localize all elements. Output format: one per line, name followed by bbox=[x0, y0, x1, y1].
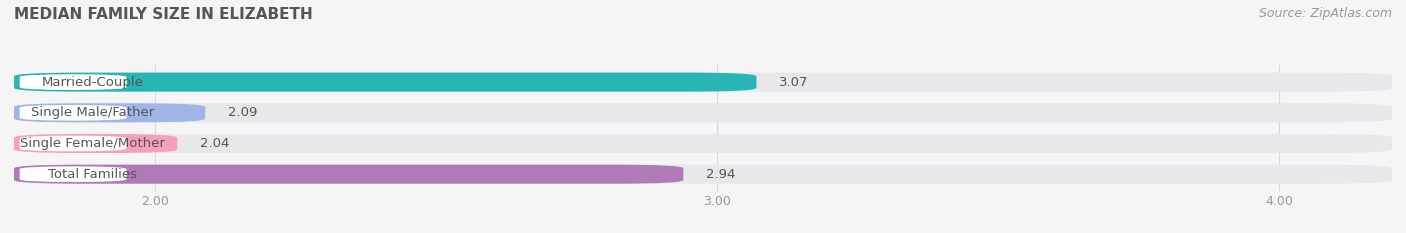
Text: 2.94: 2.94 bbox=[706, 168, 735, 181]
FancyBboxPatch shape bbox=[20, 166, 127, 182]
Text: 2.09: 2.09 bbox=[228, 106, 257, 119]
FancyBboxPatch shape bbox=[14, 103, 205, 122]
FancyBboxPatch shape bbox=[14, 73, 1392, 92]
FancyBboxPatch shape bbox=[14, 134, 1392, 153]
Text: MEDIAN FAMILY SIZE IN ELIZABETH: MEDIAN FAMILY SIZE IN ELIZABETH bbox=[14, 7, 312, 22]
FancyBboxPatch shape bbox=[20, 74, 127, 90]
FancyBboxPatch shape bbox=[20, 105, 127, 121]
FancyBboxPatch shape bbox=[14, 134, 177, 153]
FancyBboxPatch shape bbox=[14, 165, 683, 184]
FancyBboxPatch shape bbox=[14, 73, 756, 92]
Text: Single Male/Father: Single Male/Father bbox=[31, 106, 155, 119]
FancyBboxPatch shape bbox=[14, 165, 1392, 184]
Text: Married-Couple: Married-Couple bbox=[42, 76, 143, 89]
FancyBboxPatch shape bbox=[14, 103, 1392, 122]
Text: Source: ZipAtlas.com: Source: ZipAtlas.com bbox=[1258, 7, 1392, 20]
Text: 2.04: 2.04 bbox=[200, 137, 229, 150]
Text: Total Families: Total Families bbox=[48, 168, 138, 181]
FancyBboxPatch shape bbox=[20, 136, 127, 151]
Text: 3.07: 3.07 bbox=[779, 76, 808, 89]
Text: Single Female/Mother: Single Female/Mother bbox=[20, 137, 166, 150]
